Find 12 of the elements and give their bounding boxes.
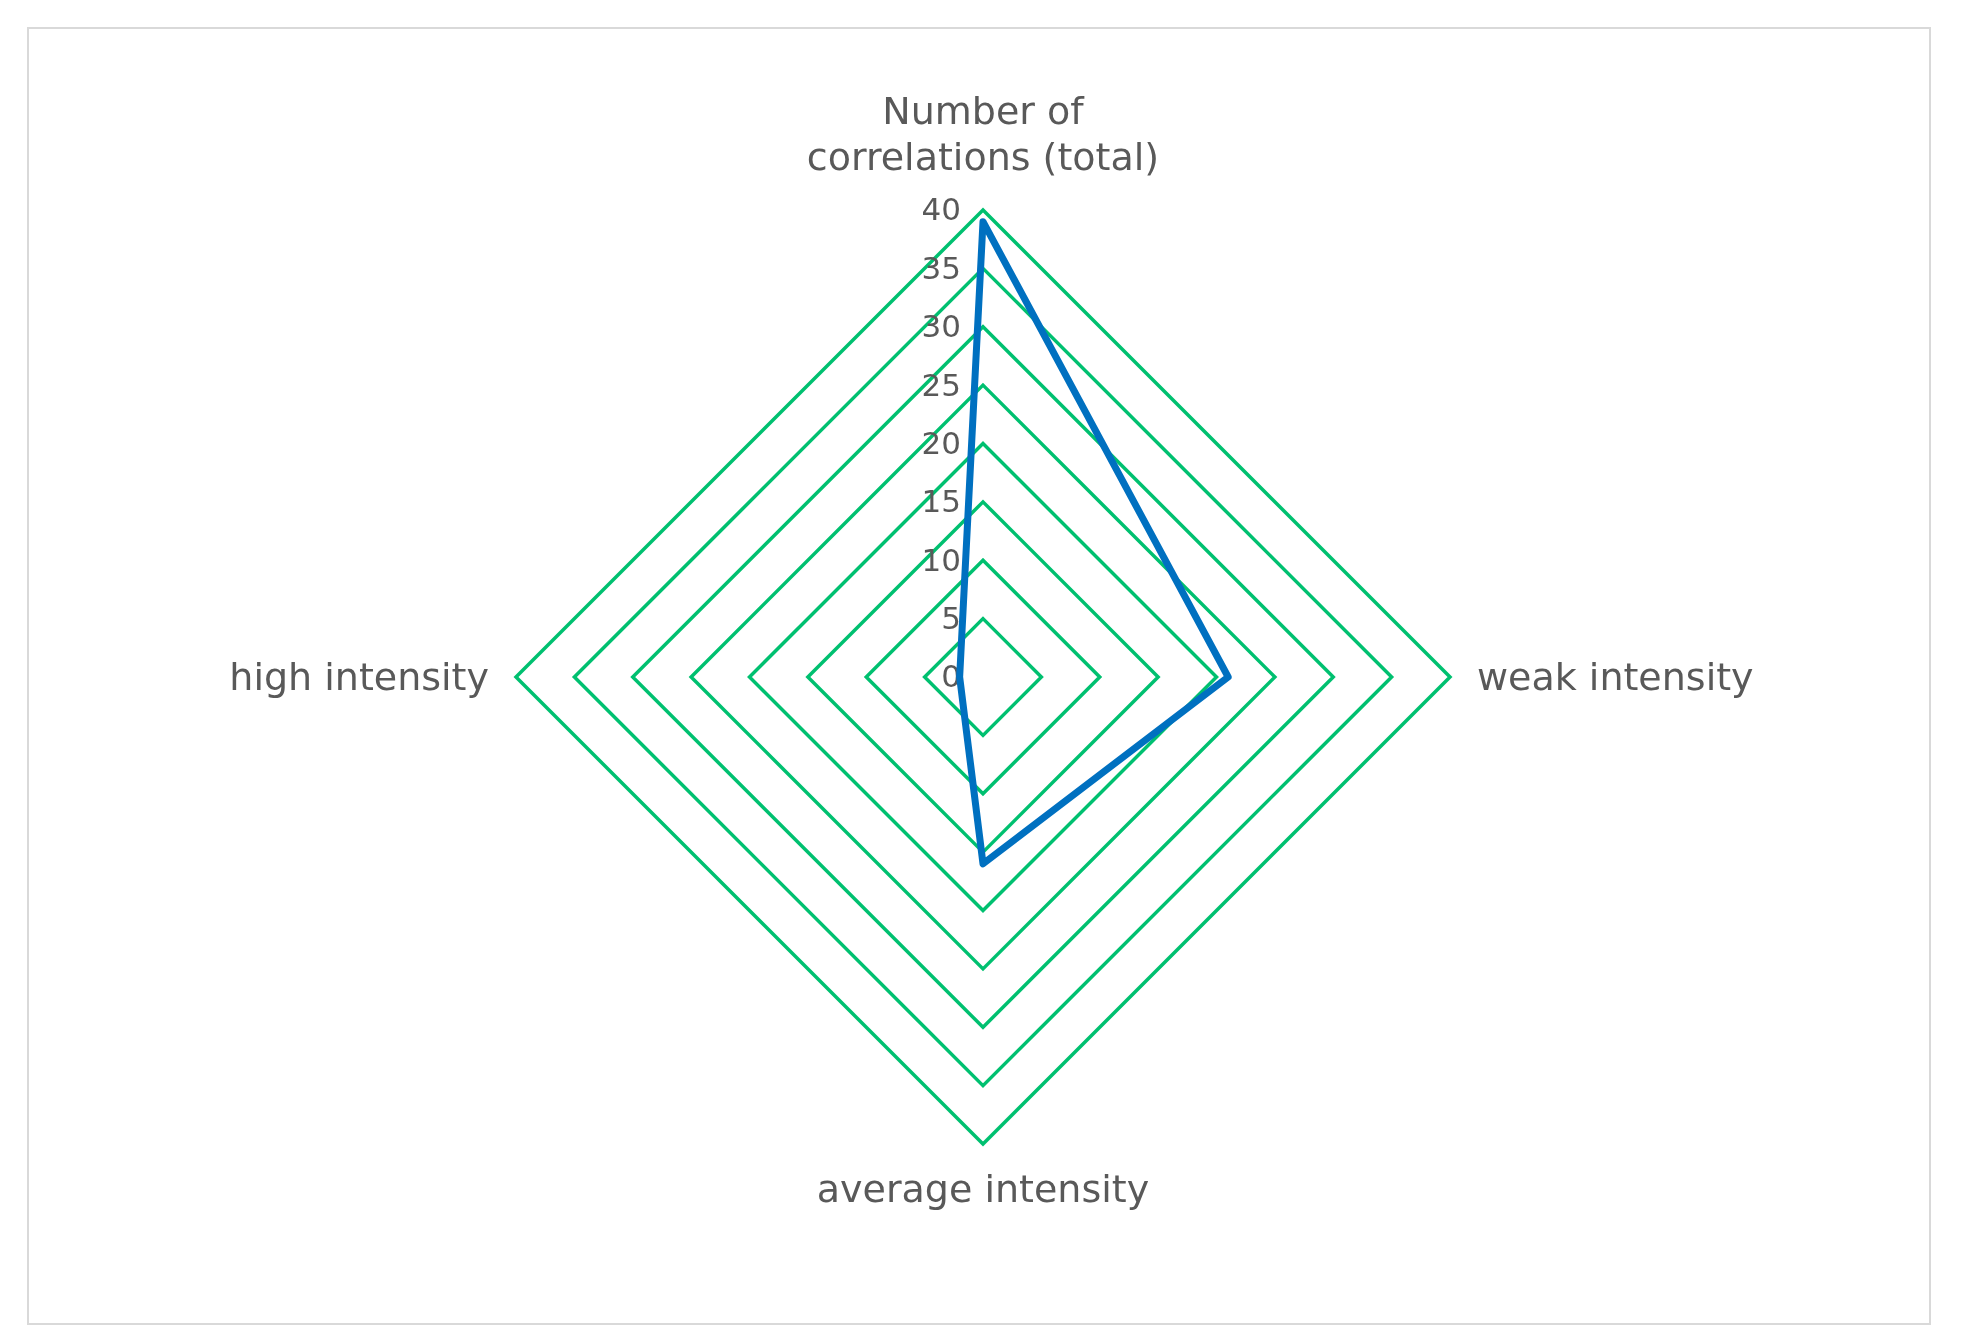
y-tick-label: 25 [921, 366, 961, 403]
y-tick-label: 35 [921, 249, 961, 286]
y-tick-label: 30 [921, 308, 961, 345]
spoke-label: average intensity [816, 1167, 1150, 1212]
y-tick-label: 15 [921, 483, 961, 520]
y-tick-label: 20 [921, 424, 961, 461]
spoke-label: Number of correlations (total) [806, 89, 1160, 179]
spoke-label: weak intensity [1477, 655, 1754, 700]
y-tick-label: 5 [941, 600, 961, 637]
y-tick-label: 10 [921, 541, 961, 578]
y-tick-label: 40 [921, 191, 961, 228]
spoke-label: high intensity [229, 655, 489, 700]
